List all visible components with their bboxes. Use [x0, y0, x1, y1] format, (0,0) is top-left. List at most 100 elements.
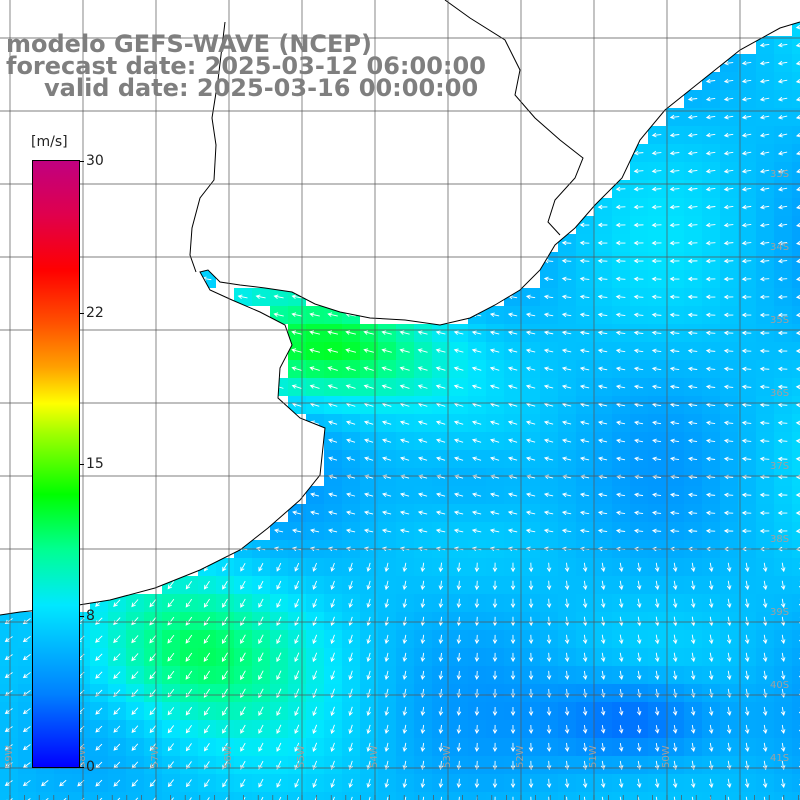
- wind-arrow: [95, 779, 103, 787]
- wind-arrow: [345, 348, 357, 353]
- wind-arrow: [795, 60, 800, 66]
- wind-arrow: [330, 634, 335, 645]
- wind-arrow: [435, 438, 446, 443]
- wind-arrow: [328, 510, 338, 516]
- wind-arrow: [528, 706, 534, 716]
- wind-arrow: [759, 276, 770, 282]
- wind-arrow: [618, 616, 624, 627]
- wind-arrow: [507, 348, 518, 353]
- wind-arrow: [237, 294, 248, 300]
- wind-arrow: [530, 796, 532, 800]
- wind-arrow: [492, 778, 498, 789]
- wind-arrow: [741, 132, 752, 138]
- wind-arrow: [113, 599, 121, 608]
- wind-arrow: [618, 652, 624, 663]
- wind-arrow: [564, 742, 570, 752]
- wind-arrow: [368, 796, 371, 800]
- wind-arrow: [240, 688, 246, 699]
- wind-arrow: [525, 510, 536, 516]
- wind-arrow: [546, 562, 552, 573]
- wind-arrow: [149, 652, 157, 662]
- wind-arrow: [113, 779, 121, 787]
- wind-arrow: [276, 634, 282, 645]
- wind-arrow: [636, 742, 642, 752]
- wind-arrow: [507, 384, 518, 389]
- colorbar-tick-mark: [79, 464, 84, 465]
- wind-arrow: [525, 438, 536, 443]
- wind-arrow: [651, 186, 662, 192]
- wind-arrow: [384, 778, 390, 789]
- wind-arrow: [328, 438, 338, 443]
- wind-arrow: [759, 294, 770, 300]
- wind-arrow: [759, 456, 770, 462]
- wind-arrow: [221, 670, 228, 680]
- wind-arrow: [687, 492, 698, 498]
- wind-cell: [72, 792, 90, 800]
- wind-arrow: [741, 438, 752, 444]
- wind-arrow: [723, 510, 734, 516]
- wind-arrow: [654, 562, 660, 573]
- wind-arrow: [240, 670, 246, 681]
- wind-arrow: [471, 510, 482, 515]
- wind-arrow: [510, 562, 516, 573]
- wind-arrow: [363, 384, 374, 389]
- wind-arrow: [619, 796, 622, 800]
- wind-arrow: [633, 276, 644, 282]
- wind-arrow: [669, 330, 680, 336]
- wind-arrow: [723, 420, 734, 426]
- wind-arrow: [258, 724, 264, 734]
- wind-arrow: [705, 168, 716, 174]
- wind-arrow: [582, 707, 588, 716]
- wind-arrow: [402, 652, 408, 663]
- wind-arrow: [564, 616, 570, 627]
- wind-arrow: [489, 528, 500, 534]
- wind-arrow: [167, 598, 175, 608]
- wind-arrow: [328, 528, 338, 534]
- wind-arrow: [309, 312, 320, 317]
- wind-arrow: [615, 294, 626, 300]
- wind-cell: [450, 792, 468, 800]
- wind-arrow: [312, 670, 318, 681]
- wind-arrow: [687, 96, 698, 102]
- wind-arrow: [4, 636, 13, 643]
- wind-arrow: [471, 330, 482, 335]
- wind-arrow: [525, 492, 536, 498]
- wind-arrow: [222, 616, 228, 626]
- wind-arrow: [456, 598, 462, 609]
- wind-arrow: [633, 150, 644, 156]
- wind-arrow: [777, 186, 788, 192]
- wind-arrow: [222, 706, 228, 716]
- wind-arrow: [364, 456, 374, 461]
- wind-arrow: [633, 384, 644, 390]
- wind-arrow: [708, 652, 714, 663]
- wind-arrow: [438, 670, 444, 681]
- wind-arrow: [669, 312, 680, 318]
- wind-arrow: [489, 330, 500, 335]
- wind-arrow: [741, 510, 752, 516]
- wind-arrow: [131, 599, 139, 608]
- wind-arrow: [601, 796, 604, 800]
- wind-arrow: [633, 204, 644, 210]
- wind-arrow: [690, 706, 696, 716]
- wind-arrow: [616, 456, 626, 462]
- wind-arrow: [672, 616, 678, 627]
- wind-arrow: [258, 742, 264, 752]
- wind-arrow: [561, 420, 572, 425]
- lon-label: 56W: [223, 745, 234, 768]
- wind-arrow: [528, 742, 534, 753]
- wind-arrow: [167, 688, 175, 698]
- wind-arrow: [363, 348, 374, 353]
- wind-arrow: [759, 150, 770, 156]
- wind-cell: [234, 792, 252, 800]
- wind-arrow: [381, 510, 392, 516]
- wind-arrow: [669, 348, 680, 354]
- wind-arrow: [687, 186, 698, 192]
- wind-arrow: [705, 258, 716, 264]
- wind-arrow: [312, 778, 318, 788]
- wind-arrow: [418, 456, 428, 461]
- wind-arrow: [456, 778, 462, 789]
- wind-arrow: [507, 420, 518, 425]
- wind-arrow: [185, 761, 192, 770]
- wind-arrow: [131, 653, 139, 662]
